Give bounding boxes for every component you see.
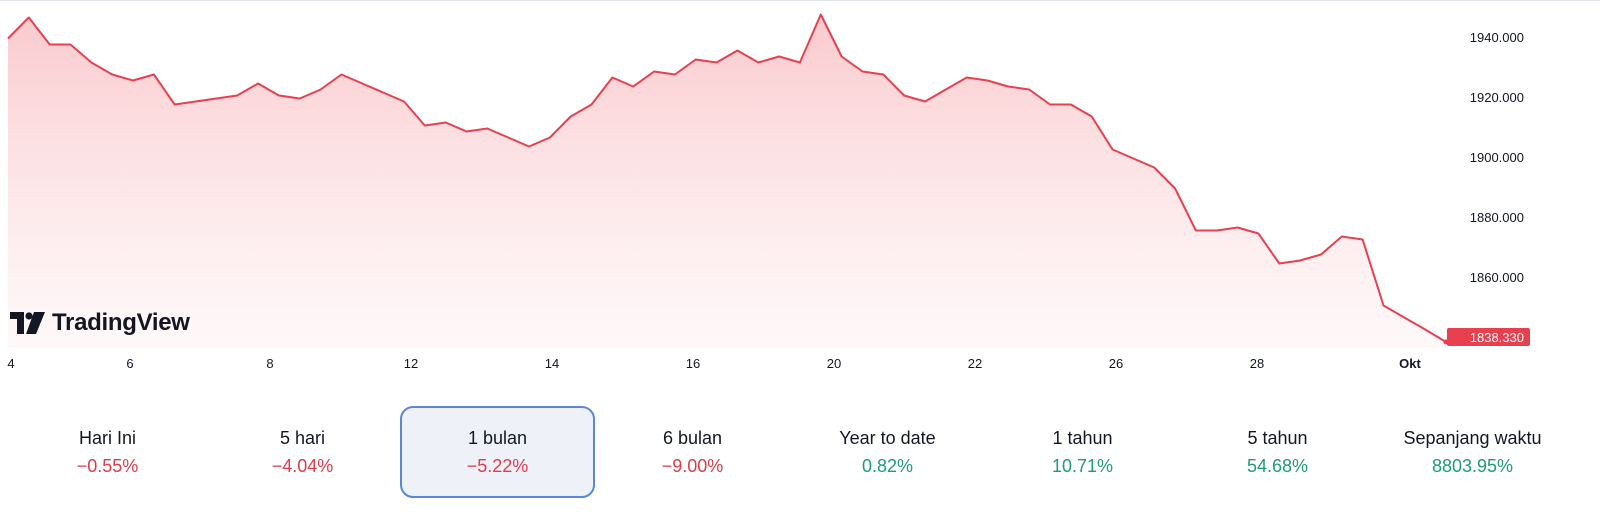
- period-tab-5d[interactable]: 5 hari −4.04%: [205, 406, 400, 498]
- top-divider: [0, 0, 1600, 1]
- period-change: −9.00%: [661, 456, 724, 476]
- tradingview-logo[interactable]: TradingView: [10, 309, 190, 337]
- period-label: 5 hari: [279, 428, 326, 448]
- period-tab-1y[interactable]: 1 tahun 10.71%: [985, 406, 1180, 498]
- period-change: −4.04%: [271, 456, 334, 476]
- period-change: 8803.95%: [1431, 456, 1514, 476]
- x-tick-label: 28: [1250, 356, 1264, 371]
- x-axis: 4 6 8 12 14 16 20 22 26 28 Okt: [7, 356, 1421, 371]
- period-change: −5.22%: [466, 456, 529, 476]
- x-tick-label: Okt: [1399, 356, 1421, 371]
- price-line: [7, 13, 1447, 343]
- period-label: 6 bulan: [662, 428, 723, 448]
- period-change: 54.68%: [1246, 456, 1309, 476]
- y-tick-label: 1860.000: [1470, 270, 1524, 285]
- period-change: 0.82%: [861, 456, 914, 476]
- price-area-fill: [8, 14, 1446, 348]
- period-performance-tabs: Hari Ini −0.55% 5 hari −4.04% 1 bulan −5…: [10, 406, 1570, 498]
- x-tick-label: 22: [968, 356, 982, 371]
- x-tick-label: 4: [7, 356, 14, 371]
- x-tick-label: 16: [686, 356, 700, 371]
- tradingview-logo-icon: [10, 312, 45, 334]
- period-tab-5y[interactable]: 5 tahun 54.68%: [1180, 406, 1375, 498]
- last-price-text: 1838.330: [1470, 330, 1524, 345]
- y-tick-label: 1940.000: [1470, 30, 1524, 45]
- last-price-badge: [1447, 328, 1530, 346]
- price-chart[interactable]: 1860.000 1880.000 1900.000 1920.000 1940.000…: [0, 0, 1600, 380]
- period-change: 10.71%: [1051, 456, 1114, 476]
- period-label: 1 tahun: [1052, 428, 1113, 448]
- last-price-label: 1838.330: [1443, 328, 1530, 346]
- x-tick-label: 20: [827, 356, 841, 371]
- y-tick-label: 1920.000: [1470, 90, 1524, 105]
- period-label: Hari Ini: [78, 428, 136, 448]
- x-tick-label: 6: [126, 356, 133, 371]
- x-tick-label: 12: [404, 356, 418, 371]
- period-tab-ytd[interactable]: Year to date 0.82%: [790, 406, 985, 498]
- x-tick-label: 26: [1109, 356, 1123, 371]
- period-change: −0.55%: [76, 456, 139, 476]
- period-tab-1m[interactable]: 1 bulan −5.22%: [400, 406, 595, 498]
- x-tick-label: 14: [545, 356, 559, 371]
- period-label: 5 tahun: [1247, 428, 1308, 448]
- period-label: Sepanjang waktu: [1403, 428, 1542, 448]
- x-tick-label: 8: [266, 356, 273, 371]
- period-label: Year to date: [839, 428, 936, 448]
- y-tick-label: 1900.000: [1470, 150, 1524, 165]
- period-tab-today[interactable]: Hari Ini −0.55%: [10, 406, 205, 498]
- period-tab-all-time[interactable]: Sepanjang waktu 8803.95%: [1375, 406, 1570, 498]
- tradingview-logo-text: TradingView: [52, 309, 190, 336]
- y-axis: 1860.000 1880.000 1900.000 1920.000 1940.000: [1470, 30, 1524, 285]
- period-tab-6m[interactable]: 6 bulan −9.00%: [595, 406, 790, 498]
- y-tick-label: 1880.000: [1470, 210, 1524, 225]
- period-label: 1 bulan: [467, 428, 528, 448]
